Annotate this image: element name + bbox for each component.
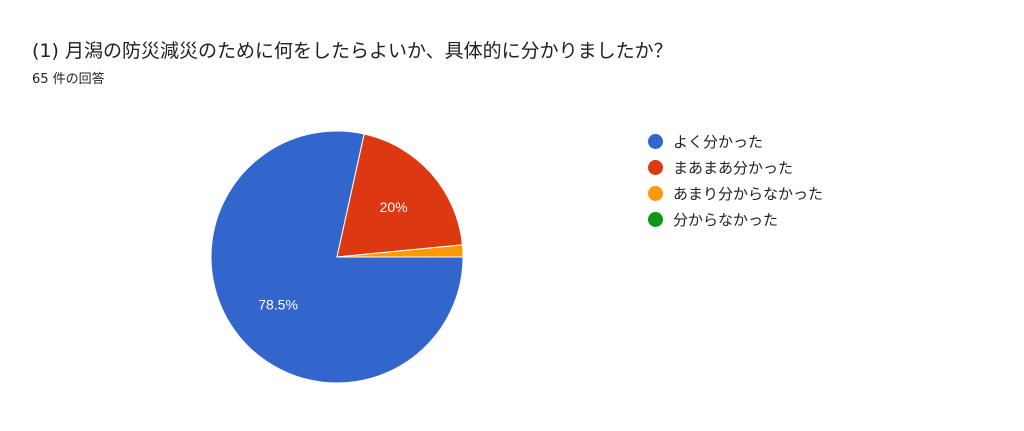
legend-label: あまり分からなかった [673,184,824,203]
pie-slice[interactable] [210,130,464,384]
legend-dot-icon [648,211,663,227]
legend-label: よく分かった [673,132,764,151]
legend-item[interactable]: 分からなかった [648,206,823,232]
chart-title: (1) 月潟の防災減災のために何をしたらよいか、具体的に分かりましたか？ [32,40,673,62]
legend-label: まあまあ分かった [673,158,794,177]
legend-dot-icon [648,159,663,175]
legend-item[interactable]: あまり分からなかった [648,180,823,206]
pie-slice[interactable] [336,244,464,258]
legend-label: 分からなかった [673,210,779,229]
legend-dot-icon [648,185,663,201]
legend-item[interactable]: まあまあ分かった [648,154,823,180]
legend: よく分かったまあまあ分かったあまり分からなかった 分からなかった [648,128,823,232]
pie-slice[interactable] [336,133,463,258]
legend-dot-icon [648,133,663,149]
response-count: 65 件の回答 [32,72,105,87]
slice-label: 20% [380,199,408,215]
slice-label: 78.5% [258,296,298,312]
legend-item[interactable]: よく分かった [648,128,823,154]
